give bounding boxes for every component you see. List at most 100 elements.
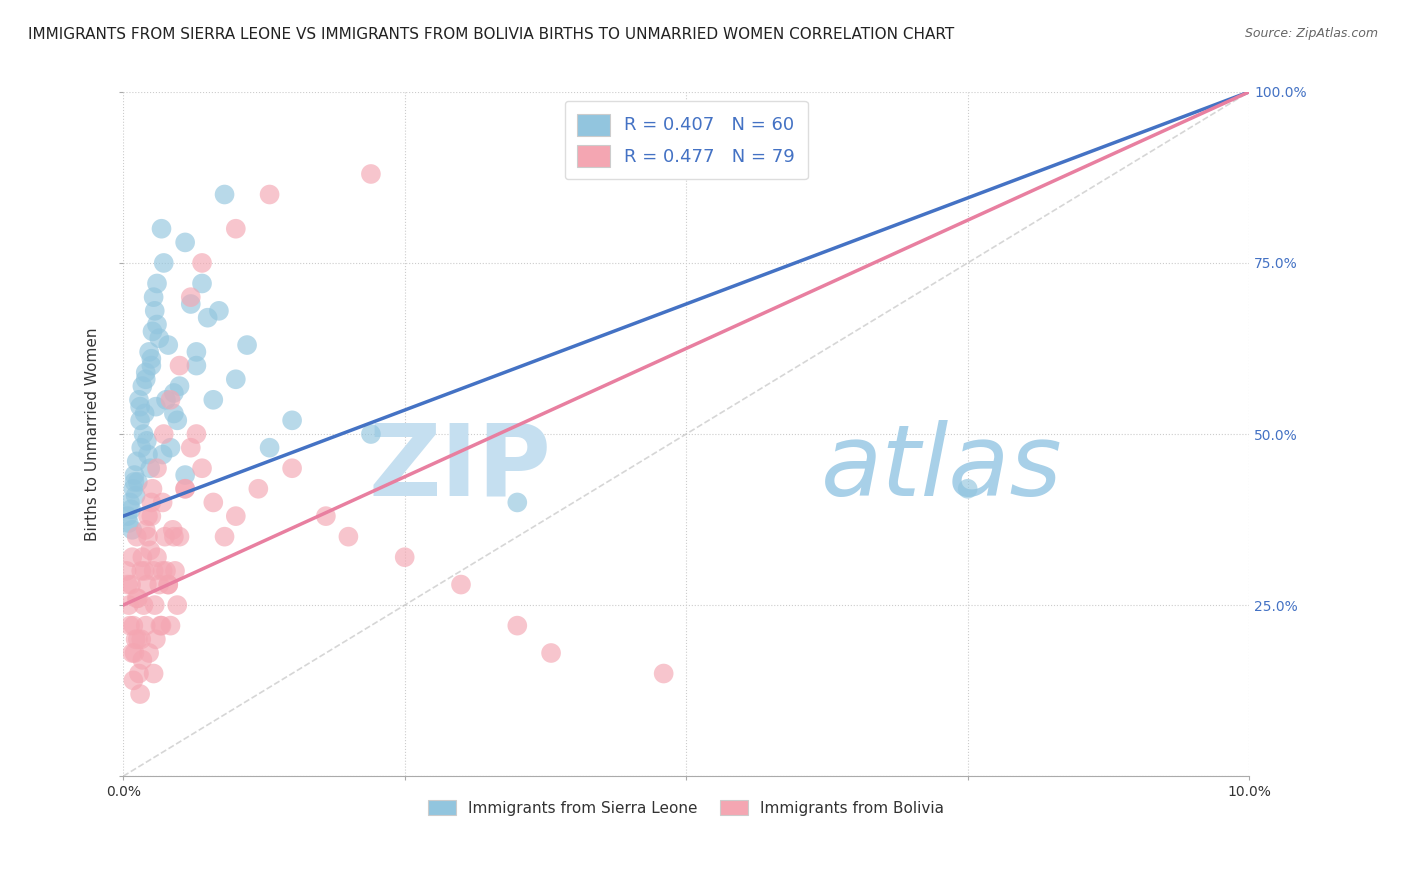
Point xyxy=(157,338,180,352)
Text: ZIP: ZIP xyxy=(368,420,551,516)
Point xyxy=(315,509,337,524)
Point xyxy=(652,666,675,681)
Y-axis label: Births to Unmarried Women: Births to Unmarried Women xyxy=(86,327,100,541)
Point xyxy=(124,646,146,660)
Point xyxy=(174,468,197,483)
Point xyxy=(259,187,281,202)
Point xyxy=(506,618,529,632)
Point xyxy=(281,461,304,475)
Point xyxy=(129,564,152,578)
Point xyxy=(174,482,197,496)
Point xyxy=(135,372,157,386)
Point xyxy=(148,331,170,345)
Point xyxy=(225,509,247,524)
Point xyxy=(136,448,159,462)
Point xyxy=(281,413,304,427)
Point xyxy=(122,673,145,688)
Point xyxy=(169,359,191,373)
Point xyxy=(124,475,146,489)
Point xyxy=(152,448,174,462)
Point xyxy=(124,468,146,483)
Point xyxy=(129,441,152,455)
Point xyxy=(121,550,143,565)
Point xyxy=(138,345,160,359)
Point xyxy=(142,564,165,578)
Point xyxy=(131,379,153,393)
Point xyxy=(127,632,149,647)
Point xyxy=(145,400,167,414)
Point xyxy=(118,618,141,632)
Point xyxy=(159,441,181,455)
Point xyxy=(146,550,169,565)
Point xyxy=(197,310,219,325)
Point xyxy=(124,632,146,647)
Point xyxy=(153,530,176,544)
Point xyxy=(540,646,562,660)
Point xyxy=(202,392,225,407)
Point xyxy=(150,221,173,235)
Point xyxy=(122,482,145,496)
Point xyxy=(163,407,186,421)
Point xyxy=(127,591,149,606)
Point xyxy=(236,338,259,352)
Point xyxy=(128,666,150,681)
Text: Source: ZipAtlas.com: Source: ZipAtlas.com xyxy=(1244,27,1378,40)
Point xyxy=(225,372,247,386)
Point xyxy=(139,543,162,558)
Point xyxy=(118,516,141,530)
Point xyxy=(152,564,174,578)
Point xyxy=(141,324,163,338)
Point xyxy=(159,618,181,632)
Point xyxy=(141,509,163,524)
Point xyxy=(155,392,177,407)
Point xyxy=(169,530,191,544)
Point xyxy=(136,509,159,524)
Point xyxy=(394,550,416,565)
Point xyxy=(118,598,141,612)
Point xyxy=(162,523,184,537)
Point xyxy=(159,392,181,407)
Point xyxy=(135,366,157,380)
Point xyxy=(157,577,180,591)
Point xyxy=(142,666,165,681)
Point xyxy=(124,489,146,503)
Point xyxy=(450,577,472,591)
Point xyxy=(118,495,141,509)
Point xyxy=(186,359,208,373)
Point xyxy=(125,530,148,544)
Point xyxy=(506,495,529,509)
Point xyxy=(146,318,169,332)
Point xyxy=(131,653,153,667)
Point xyxy=(174,235,197,250)
Point xyxy=(202,495,225,509)
Point xyxy=(129,632,152,647)
Point xyxy=(149,618,172,632)
Text: atlas: atlas xyxy=(821,420,1063,516)
Point xyxy=(337,530,360,544)
Point xyxy=(117,577,139,591)
Point xyxy=(122,618,145,632)
Point xyxy=(121,523,143,537)
Point xyxy=(139,461,162,475)
Point xyxy=(150,618,173,632)
Point xyxy=(120,577,142,591)
Point xyxy=(121,646,143,660)
Point xyxy=(225,221,247,235)
Point xyxy=(956,482,979,496)
Point xyxy=(129,400,152,414)
Point xyxy=(128,392,150,407)
Point xyxy=(174,482,197,496)
Point xyxy=(157,577,180,591)
Point xyxy=(134,407,156,421)
Point xyxy=(115,564,138,578)
Point xyxy=(132,427,155,442)
Point xyxy=(135,523,157,537)
Point xyxy=(135,577,157,591)
Point xyxy=(125,591,148,606)
Point xyxy=(191,277,214,291)
Point xyxy=(141,351,163,366)
Point xyxy=(214,187,236,202)
Point xyxy=(135,618,157,632)
Point xyxy=(152,427,174,442)
Point xyxy=(135,434,157,448)
